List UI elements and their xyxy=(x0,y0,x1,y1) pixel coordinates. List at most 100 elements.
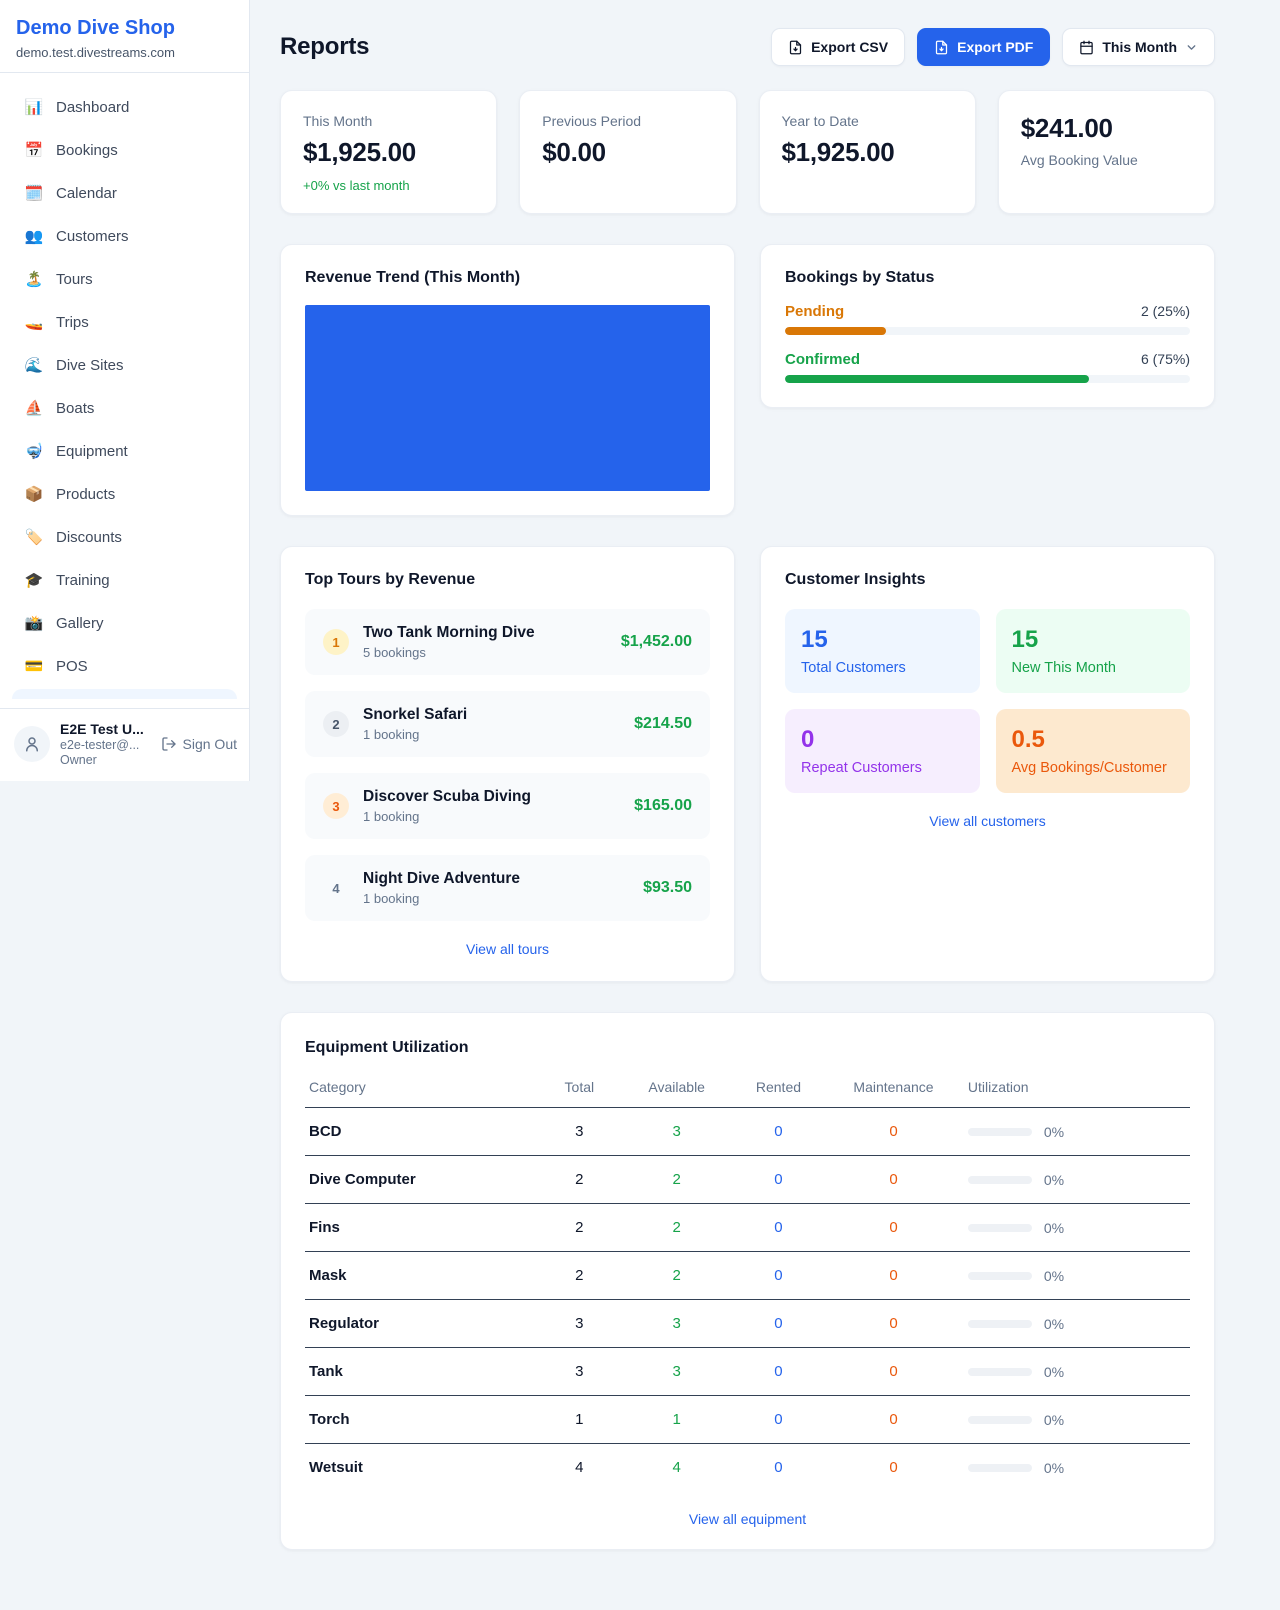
table-row-fins: Fins 2 2 0 0 0% xyxy=(305,1203,1190,1252)
sidebar-item-label: Discounts xyxy=(56,529,122,546)
cell-category: Wetsuit xyxy=(309,1459,363,1476)
customer-insights-title: Customer Insights xyxy=(785,571,926,588)
status-count: 6 (75%) xyxy=(1140,351,1190,367)
cell-available: 3 xyxy=(623,1347,730,1396)
cell-utilization: 0% xyxy=(959,1107,1190,1156)
cell-maintenance: 0 xyxy=(827,1155,960,1204)
sidebar-item-dashboard[interactable]: 📊 Dashboard xyxy=(12,87,237,128)
cell-category: Dive Computer xyxy=(305,1155,536,1204)
sidebar-item-label: Equipment xyxy=(56,443,128,460)
cell-available: 2 xyxy=(623,1155,730,1204)
cell-maintenance: 0 xyxy=(827,1107,960,1156)
sidebar-item-label: Training xyxy=(56,572,110,589)
cell-category: Torch xyxy=(305,1395,536,1444)
cell-available: 3 xyxy=(623,1107,730,1156)
table-row-wetsuit: Wetsuit 4 4 0 0 0% xyxy=(305,1444,1190,1492)
tour-item-discover-scuba-diving[interactable]: 3 Discover Scuba Diving 1 booking $165.00 xyxy=(305,773,710,839)
stat-card-avg-booking-value: $241.00 Avg Booking Value xyxy=(997,90,1215,214)
rank-badge: 3 xyxy=(323,793,349,819)
cell-utilization: 0% xyxy=(959,1299,1190,1348)
shop-name: Demo Dive Shop xyxy=(16,17,175,39)
utilization-label: 0% xyxy=(1043,1459,1065,1476)
stat-card-previous-period: Previous Period $0.00 xyxy=(519,90,737,214)
sidebar-item-label: Dive Sites xyxy=(56,357,124,374)
cell-total: 2 xyxy=(535,1251,624,1300)
nav-active-item-partial[interactable] xyxy=(12,689,237,699)
cell-total: 3 xyxy=(535,1299,624,1348)
sidebar-item-label: Bookings xyxy=(56,142,118,159)
table-row-bcd: BCD 3 3 0 0 0% xyxy=(305,1107,1190,1156)
sidebar-item-dive-sites[interactable]: 🌊 Dive Sites xyxy=(12,345,237,386)
view-all-customers-link[interactable]: View all customers xyxy=(929,813,1046,829)
main-content: Reports Export CSV Export PDF This Month… xyxy=(250,0,1215,1590)
sidebar-item-label: Gallery xyxy=(56,615,104,632)
calendar-icon xyxy=(1080,40,1094,54)
equipment-icon: 🤿 xyxy=(24,443,44,460)
column-header-rented: Rented xyxy=(729,1073,828,1108)
insight-label: Total Customers xyxy=(801,660,906,676)
status-count: 2 (25%) xyxy=(1140,303,1190,319)
column-header-available: Available xyxy=(623,1073,730,1108)
tour-item-two-tank-morning-dive[interactable]: 1 Two Tank Morning Dive 5 bookings $1,452.0… xyxy=(305,609,710,675)
table-row-torch: Torch 1 1 0 0 0% xyxy=(305,1395,1190,1444)
equipment-utilization-card: Equipment Utilization Category Total Avail… xyxy=(280,1012,1215,1550)
equipment-table: Category Total Available Rented Maintenance U… xyxy=(305,1073,1190,1491)
rank-badge: 4 xyxy=(332,880,340,896)
tour-item-night-dive-adventure[interactable]: 4 Night Dive Adventure 1 booking $93.50 xyxy=(305,855,710,921)
sidebar-item-equipment[interactable]: 🤿 Equipment xyxy=(12,431,237,472)
export-csv-button[interactable]: Export CSV xyxy=(771,28,906,66)
tour-name: Two Tank Morning Dive xyxy=(363,624,535,641)
insight-value: 15 xyxy=(801,626,828,653)
insight-grid: 15 Total Customers 15 New This Month 0 Repeat… xyxy=(785,609,1190,793)
tour-name: Discover Scuba Diving xyxy=(363,788,531,805)
sidebar-item-boats[interactable]: ⛵ Boats xyxy=(12,388,237,429)
stats-row: This Month $1,925.00 +0% vs last month P… xyxy=(280,90,1215,214)
cell-rented: 0 xyxy=(729,1107,828,1156)
cell-rented: 0 xyxy=(774,1459,783,1476)
customer-insights-card: Customer Insights 15 Total Customers 15 New… xyxy=(760,546,1215,982)
export-pdf-button[interactable]: Export PDF xyxy=(917,28,1051,66)
cell-maintenance: 0 xyxy=(827,1347,960,1396)
customers-icon: 👥 xyxy=(24,228,44,245)
sidebar-item-tours[interactable]: 🏝️ Tours xyxy=(12,259,237,300)
sidebar-item-customers[interactable]: 👥 Customers xyxy=(12,216,237,257)
tour-item-snorkel-safari[interactable]: 2 Snorkel Safari 1 booking $214.50 xyxy=(305,691,710,757)
user-email: e2e-tester@... xyxy=(60,738,140,752)
tour-name: Night Dive Adventure xyxy=(363,870,521,887)
tour-bookings: 1 booking xyxy=(363,809,420,824)
sign-out-button[interactable]: Sign Out xyxy=(161,736,237,752)
stat-card-this-month: This Month $1,925.00 +0% vs last month xyxy=(280,90,498,214)
cell-rented: 0 xyxy=(729,1347,828,1396)
sidebar-item-label: Products xyxy=(56,486,116,503)
cell-maintenance: 0 xyxy=(889,1459,898,1476)
equipment-table-header: Category Total Available Rented Maintenance U… xyxy=(305,1073,1190,1108)
sidebar-item-training[interactable]: 🎓 Training xyxy=(12,560,237,601)
cell-rented: 0 xyxy=(729,1251,828,1300)
cell-rented: 0 xyxy=(729,1299,828,1348)
charts-row: Revenue Trend (This Month) Bookings by S… xyxy=(280,244,1215,516)
shop-domain: demo.test.divestreams.com xyxy=(16,45,175,60)
revenue-trend-card: Revenue Trend (This Month) xyxy=(280,244,735,516)
insight-tile-avg-bookings-customer: 0.5 Avg Bookings/Customer xyxy=(995,709,1190,793)
status-list: Pending 2 (25%) Confirmed 6 (75%) xyxy=(785,303,1190,383)
status-bar-fill xyxy=(785,327,887,335)
sidebar-item-products[interactable]: 📦 Products xyxy=(12,474,237,515)
sidebar-item-discounts[interactable]: 🏷️ Discounts xyxy=(12,517,237,558)
period-dropdown[interactable]: This Month xyxy=(1062,28,1215,66)
user-footer: E2E Test U... e2e-tester@... Owner Sign … xyxy=(0,708,249,781)
sidebar-item-calendar[interactable]: 🗓️ Calendar xyxy=(12,173,237,214)
column-header-utilization: Utilization xyxy=(959,1073,1190,1108)
sidebar-item-trips[interactable]: 🚤 Trips xyxy=(12,302,237,343)
sidebar-item-pos[interactable]: 💳 POS xyxy=(12,646,237,687)
utilization-label: 0% xyxy=(1043,1267,1065,1284)
sidebar-nav: 📊 Dashboard 📅 Bookings 🗓️ Calendar 👥 Customers 🏝… xyxy=(0,73,249,687)
view-all-tours-link[interactable]: View all tours xyxy=(465,941,549,957)
logout-icon xyxy=(161,737,176,751)
stat-card-year-to-date: Year to Date $1,925.00 xyxy=(758,90,976,214)
tour-name: Snorkel Safari xyxy=(363,706,468,723)
sidebar-item-label: Dashboard xyxy=(56,99,130,116)
cell-utilization: 0% xyxy=(959,1347,1190,1396)
sidebar-item-bookings[interactable]: 📅 Bookings xyxy=(12,130,237,171)
sidebar-item-gallery[interactable]: 📸 Gallery xyxy=(12,603,237,644)
view-all-equipment-link[interactable]: View all equipment xyxy=(688,1511,807,1527)
